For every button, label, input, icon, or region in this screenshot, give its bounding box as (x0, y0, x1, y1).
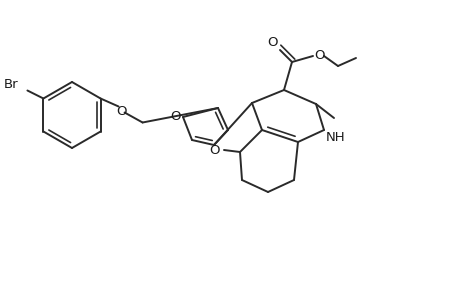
Text: NH: NH (325, 130, 345, 143)
Text: O: O (116, 105, 127, 118)
Text: O: O (209, 143, 220, 157)
Text: O: O (267, 35, 278, 49)
Text: O: O (170, 110, 181, 122)
Text: O: O (314, 49, 325, 62)
Text: Br: Br (4, 78, 19, 91)
